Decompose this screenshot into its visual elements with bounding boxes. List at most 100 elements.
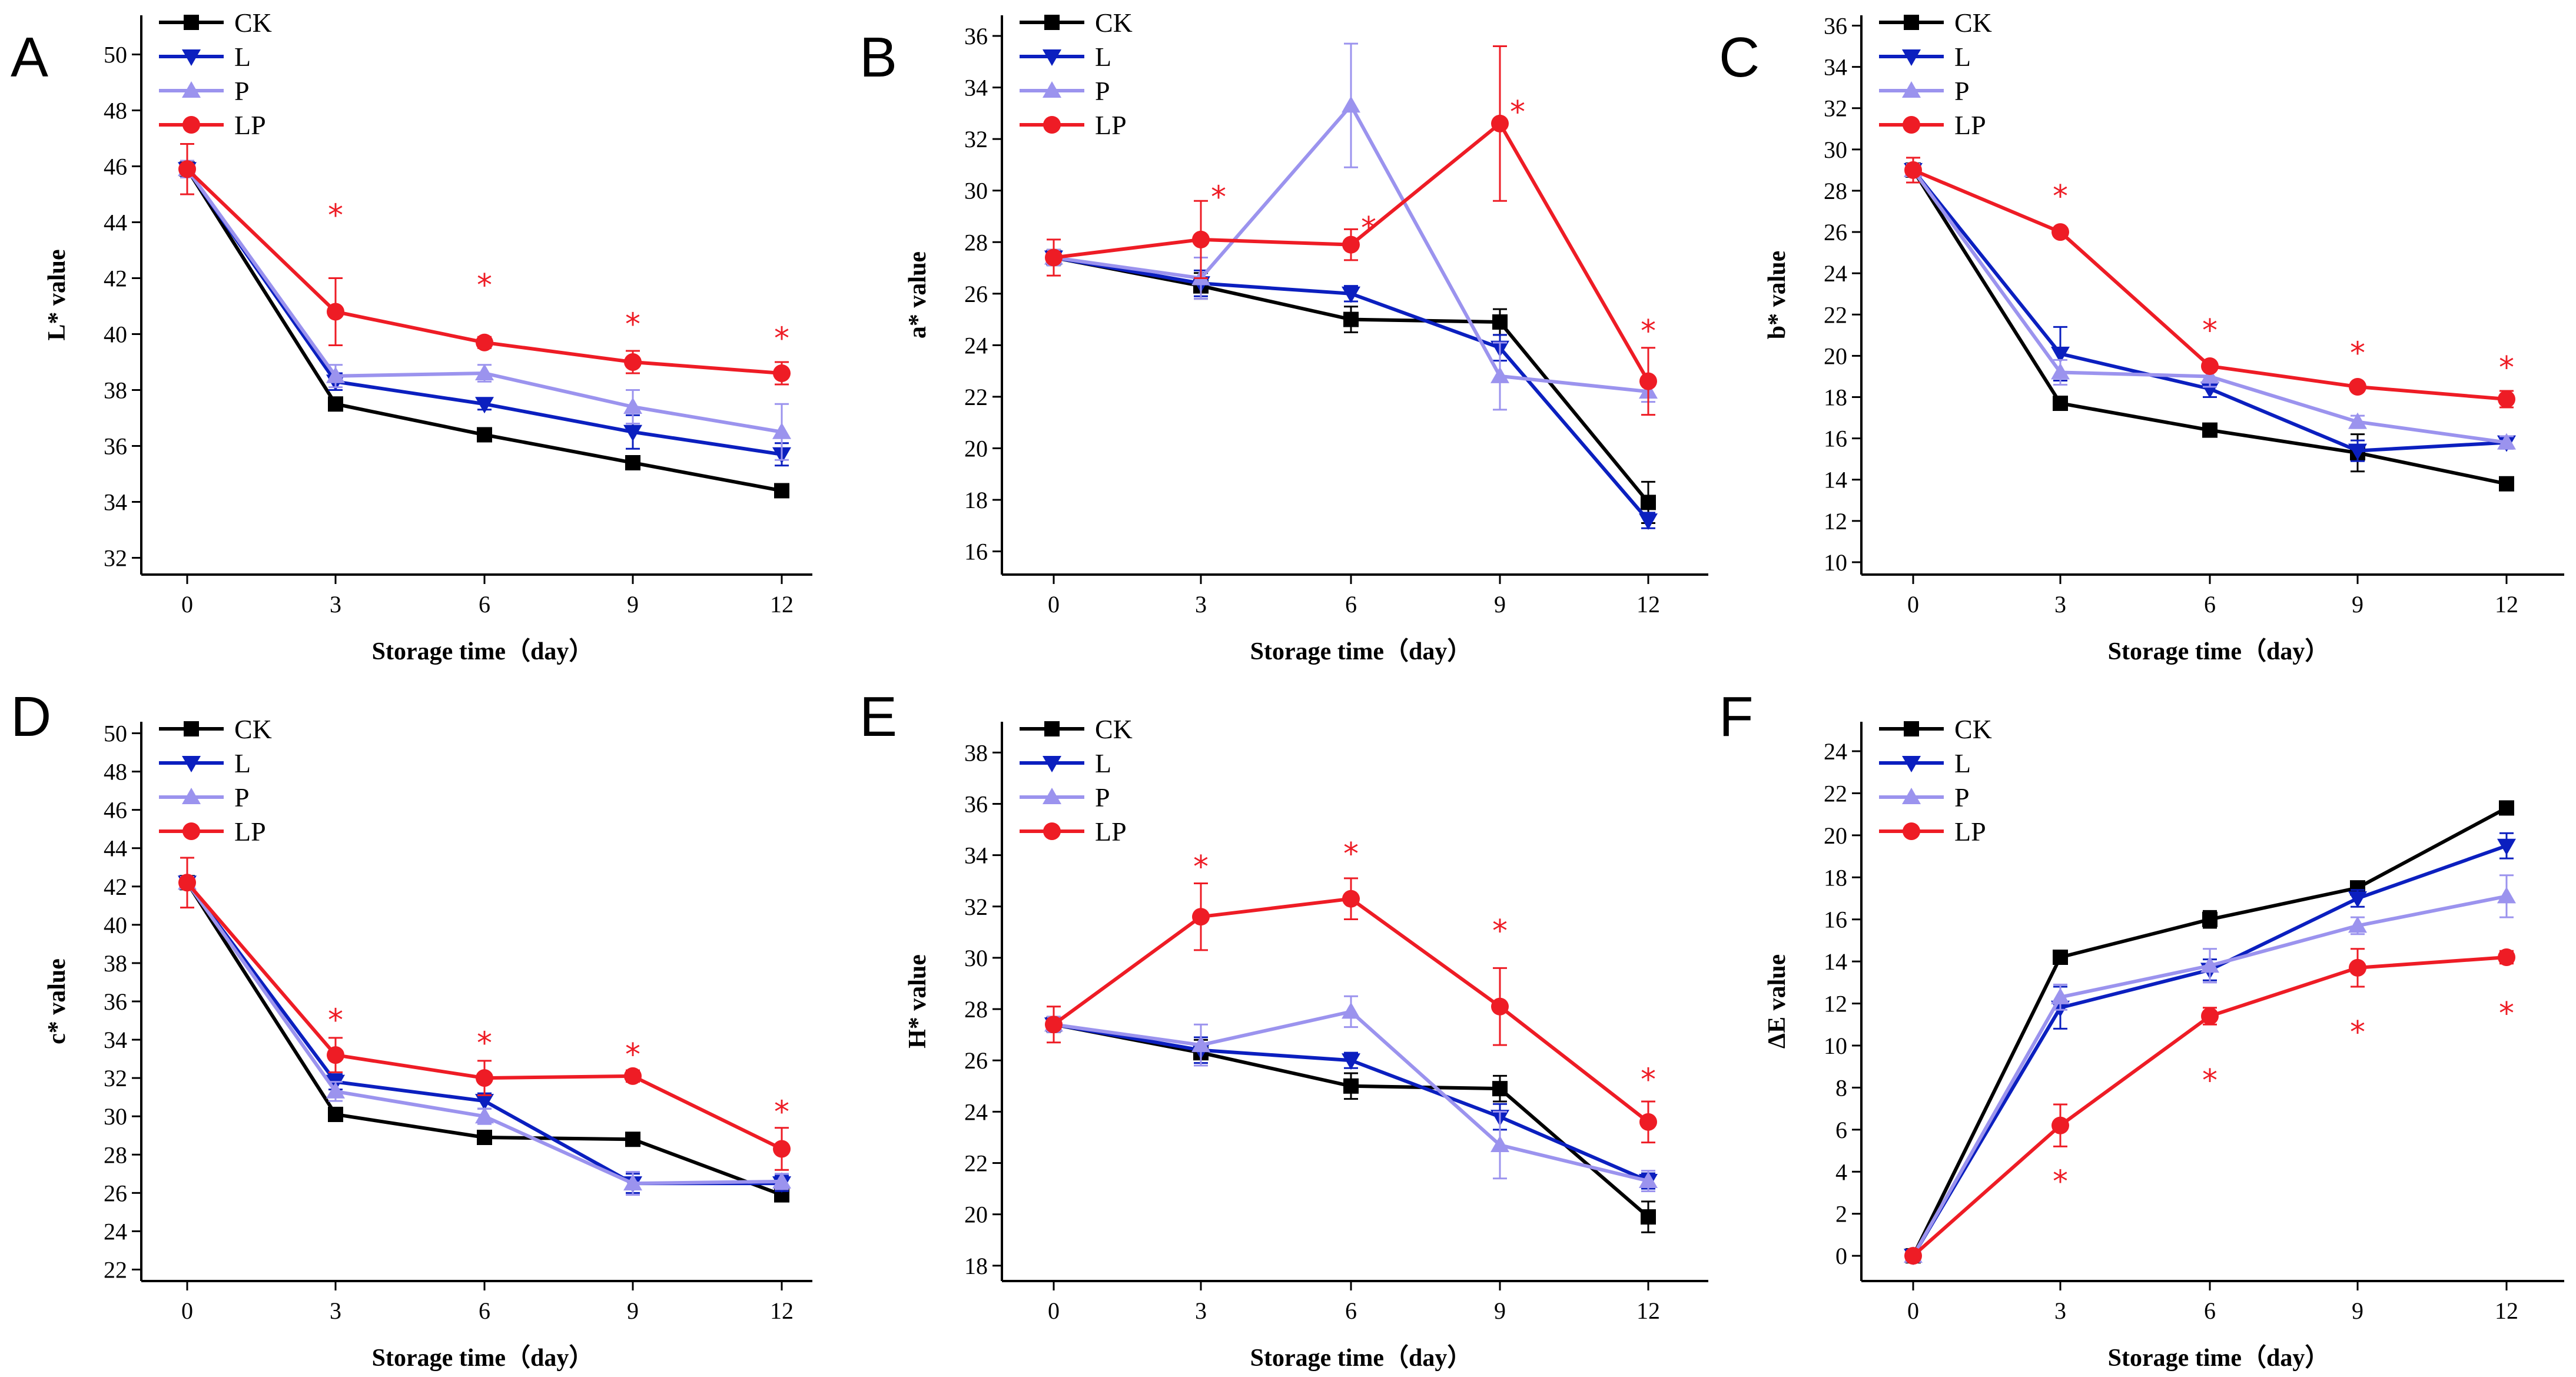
x-tick-label: 6 bbox=[1345, 591, 1357, 618]
data-point bbox=[1904, 161, 1922, 179]
series-P bbox=[1904, 160, 2516, 450]
data-point bbox=[1904, 1247, 1922, 1265]
x-tick-label: 9 bbox=[627, 1298, 639, 1324]
significance-marker: * bbox=[2053, 1164, 2068, 1200]
x-tick-label: 12 bbox=[2495, 591, 2518, 618]
y-tick-label: 28 bbox=[104, 1142, 127, 1168]
data-point bbox=[1491, 366, 1509, 383]
legend-label: CK bbox=[1954, 714, 1992, 744]
legend-label: P bbox=[1095, 782, 1110, 812]
legend-marker bbox=[1902, 81, 1921, 98]
significance-marker: * bbox=[477, 268, 492, 303]
y-tick-label: 36 bbox=[964, 23, 988, 49]
legend-marker bbox=[1902, 756, 1921, 772]
legend-marker bbox=[1902, 49, 1921, 66]
y-tick-label: 32 bbox=[964, 126, 988, 152]
legend-marker bbox=[1043, 81, 1061, 98]
data-point bbox=[178, 160, 196, 178]
legend-marker bbox=[182, 49, 201, 66]
y-tick-label: 16 bbox=[1824, 907, 1847, 933]
data-point bbox=[2202, 422, 2218, 438]
y-tick-label: 38 bbox=[104, 950, 127, 977]
y-axis-title: L* value bbox=[44, 249, 71, 340]
legend-label: LP bbox=[1095, 110, 1127, 140]
y-tick-label: 28 bbox=[964, 229, 988, 256]
legend-label: LP bbox=[234, 110, 266, 140]
y-tick-label: 14 bbox=[1824, 467, 1847, 493]
y-tick-label: 24 bbox=[104, 1218, 127, 1245]
data-point bbox=[624, 353, 642, 371]
y-tick-label: 10 bbox=[1824, 549, 1847, 576]
y-axis-title: b* value bbox=[1764, 251, 1791, 340]
y-tick-label: 20 bbox=[964, 1202, 988, 1228]
y-tick-label: 28 bbox=[1824, 178, 1847, 204]
y-tick-label: 18 bbox=[964, 487, 988, 513]
data-point bbox=[625, 1132, 640, 1147]
significance-marker: * bbox=[774, 1094, 789, 1130]
x-axis-title: Storage time（day） bbox=[1250, 638, 1472, 665]
y-axis-title: H* value bbox=[904, 954, 931, 1048]
y-tick-label: 30 bbox=[964, 178, 988, 204]
panel-label: C bbox=[1719, 26, 1760, 89]
significance-marker: * bbox=[1211, 180, 1226, 215]
y-tick-label: 36 bbox=[104, 433, 127, 460]
y-axis-title: a* value bbox=[904, 251, 931, 339]
significance-marker: * bbox=[1641, 1063, 1656, 1098]
y-tick-label: 46 bbox=[104, 797, 127, 824]
y-tick-label: 4 bbox=[1835, 1159, 1847, 1185]
legend-label: L bbox=[1954, 42, 1971, 72]
data-point bbox=[2200, 956, 2219, 973]
legend-label: CK bbox=[1954, 8, 1992, 38]
x-tick-label: 3 bbox=[2054, 591, 2066, 618]
significance-marker: * bbox=[2350, 1015, 2365, 1050]
data-point bbox=[2499, 800, 2514, 816]
x-tick-label: 6 bbox=[479, 1298, 490, 1324]
series-line bbox=[1911, 844, 2507, 1257]
data-point bbox=[2051, 223, 2069, 241]
data-point bbox=[1342, 1002, 1360, 1019]
y-tick-label: 16 bbox=[964, 539, 988, 565]
significance-marker: * bbox=[625, 307, 640, 343]
y-tick-label: 32 bbox=[1824, 95, 1847, 122]
legend-label: L bbox=[1954, 748, 1971, 778]
panel-label: B bbox=[859, 26, 897, 89]
y-tick-label: 44 bbox=[104, 210, 127, 236]
y-tick-label: 18 bbox=[964, 1253, 988, 1279]
significance-marker: * bbox=[1361, 211, 1376, 246]
legend-marker bbox=[182, 756, 201, 772]
x-tick-label: 3 bbox=[1195, 1298, 1207, 1324]
y-tick-label: 26 bbox=[1824, 219, 1847, 245]
x-tick-label: 0 bbox=[1907, 591, 1919, 618]
y-tick-label: 30 bbox=[104, 1103, 127, 1130]
significance-marker: * bbox=[774, 321, 789, 356]
legend-label: L bbox=[1095, 748, 1111, 778]
x-tick-label: 0 bbox=[1048, 591, 1060, 618]
legend-label: P bbox=[1954, 782, 1970, 812]
data-point bbox=[1639, 1113, 1657, 1131]
x-tick-label: 12 bbox=[1636, 1298, 1660, 1324]
legend-label: CK bbox=[1095, 714, 1133, 744]
y-tick-label: 12 bbox=[1824, 991, 1847, 1017]
legend-marker bbox=[182, 822, 200, 840]
y-tick-label: 34 bbox=[964, 842, 988, 869]
legend: CK LP LP bbox=[1020, 8, 1133, 140]
data-point bbox=[1639, 372, 1657, 390]
y-tick-label: 42 bbox=[104, 266, 127, 292]
data-point bbox=[2497, 433, 2516, 450]
significance-marker: * bbox=[328, 1003, 343, 1038]
legend-marker bbox=[1043, 116, 1061, 134]
x-tick-label: 9 bbox=[2352, 1298, 2363, 1324]
y-tick-label: 20 bbox=[1824, 343, 1847, 369]
x-tick-label: 6 bbox=[2204, 591, 2216, 618]
series-LP bbox=[1045, 45, 1657, 416]
y-tick-label: 30 bbox=[964, 945, 988, 971]
y-tick-label: 18 bbox=[1824, 384, 1847, 411]
legend-marker bbox=[1904, 15, 1919, 30]
data-point bbox=[772, 422, 791, 439]
significance-marker: * bbox=[477, 1026, 492, 1061]
x-tick-label: 9 bbox=[2352, 591, 2363, 618]
x-tick-label: 0 bbox=[1048, 1298, 1060, 1324]
